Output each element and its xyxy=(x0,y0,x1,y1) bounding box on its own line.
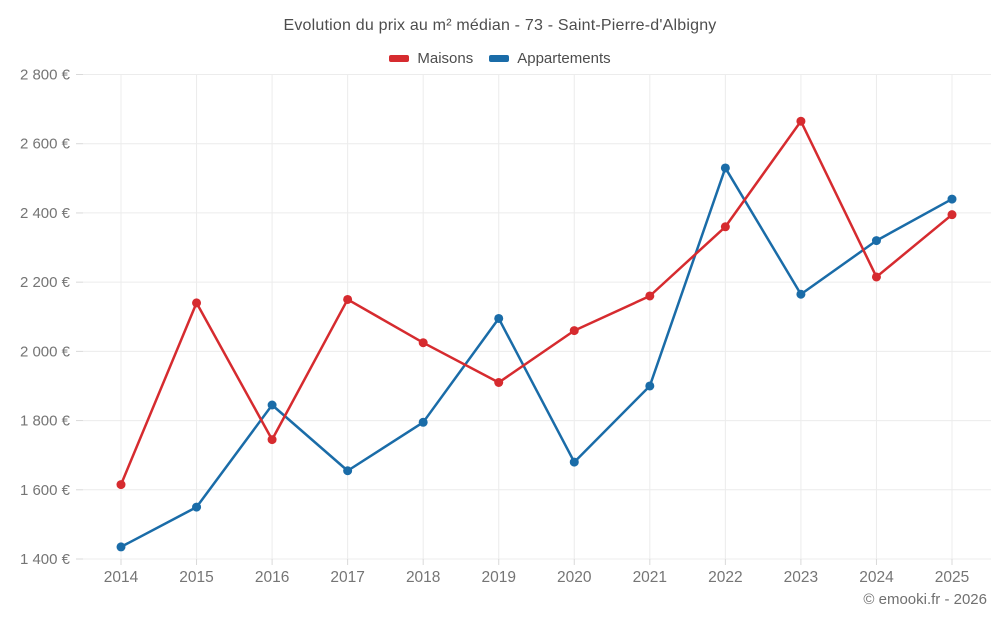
y-axis-label: 2 800 € xyxy=(20,67,71,84)
data-point-maisons-2017[interactable] xyxy=(343,294,353,304)
data-point-maisons-2019[interactable] xyxy=(494,378,504,388)
data-point-maisons-2024[interactable] xyxy=(871,272,881,282)
x-axis-label: 2015 xyxy=(179,569,213,586)
y-axis-label: 1 600 € xyxy=(20,482,71,499)
x-axis-label: 2014 xyxy=(104,569,139,586)
data-point-appartements-2019[interactable] xyxy=(494,313,504,323)
data-point-appartements-2022[interactable] xyxy=(720,163,730,173)
data-point-appartements-2023[interactable] xyxy=(796,289,806,299)
y-axis-label: 1 400 € xyxy=(20,551,71,568)
data-point-appartements-2021[interactable] xyxy=(645,381,655,391)
data-point-maisons-2020[interactable] xyxy=(569,326,579,336)
data-point-maisons-2023[interactable] xyxy=(796,116,806,126)
x-axis-label: 2024 xyxy=(859,569,894,586)
data-point-maisons-2022[interactable] xyxy=(720,222,730,232)
data-point-appartements-2025[interactable] xyxy=(947,194,957,204)
legend-item-maisons[interactable]: Maisons xyxy=(389,50,473,67)
legend-item-appartements[interactable]: Appartements xyxy=(489,49,611,67)
data-point-maisons-2025[interactable] xyxy=(947,210,957,220)
legend-swatch-appartements-icon xyxy=(489,54,510,62)
legend-label-appartements: Appartements xyxy=(517,49,611,67)
chart-legend: Maisons Appartements xyxy=(0,48,1000,68)
legend-label-maisons: Maisons xyxy=(417,49,474,67)
data-point-appartements-2020[interactable] xyxy=(569,457,579,467)
y-axis-label: 2 200 € xyxy=(20,274,71,291)
copyright-credit: © emooki.fr - 2026 xyxy=(863,591,987,608)
chart-title: Evolution du prix au m² médian - 73 - Sa… xyxy=(283,17,717,34)
data-point-maisons-2014[interactable] xyxy=(116,480,126,490)
data-point-appartements-2017[interactable] xyxy=(343,466,353,476)
x-axis-label: 2021 xyxy=(633,569,667,586)
x-axis-label: 2025 xyxy=(935,569,969,586)
data-point-appartements-2014[interactable] xyxy=(116,542,126,552)
y-axis-label: 2 400 € xyxy=(20,205,71,222)
data-point-maisons-2015[interactable] xyxy=(192,298,202,308)
data-point-maisons-2018[interactable] xyxy=(418,338,428,348)
x-axis-label: 2018 xyxy=(406,569,440,586)
y-axis-label: 2 000 € xyxy=(20,343,71,360)
data-point-appartements-2018[interactable] xyxy=(418,417,428,427)
series-line-appartements xyxy=(119,166,954,549)
data-point-maisons-2021[interactable] xyxy=(645,291,655,301)
series-line-maisons xyxy=(119,119,954,486)
x-axis-label: 2022 xyxy=(708,569,742,586)
data-point-appartements-2024[interactable] xyxy=(871,236,881,246)
y-axis-label: 1 800 € xyxy=(20,413,71,430)
x-axis-label: 2020 xyxy=(557,569,592,586)
x-axis-label: 2016 xyxy=(255,569,289,586)
data-point-maisons-2016[interactable] xyxy=(267,435,277,445)
x-axis-label: 2019 xyxy=(481,569,515,586)
x-axis-label: 2017 xyxy=(330,569,364,586)
y-axis-label: 2 600 € xyxy=(20,136,71,153)
legend-swatch-maisons-icon xyxy=(389,54,410,62)
data-point-appartements-2016[interactable] xyxy=(267,400,277,410)
x-axis-label: 2023 xyxy=(784,569,818,586)
data-point-appartements-2015[interactable] xyxy=(192,502,202,512)
